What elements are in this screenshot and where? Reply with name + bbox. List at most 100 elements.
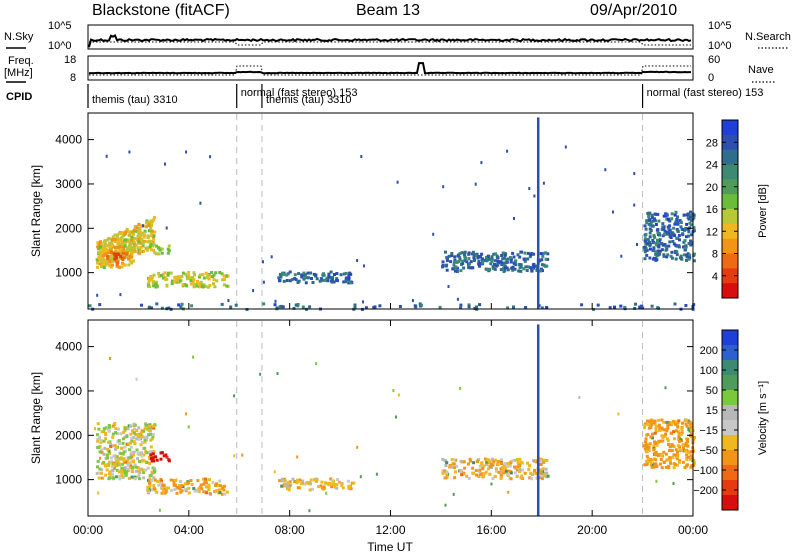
range-gate-cell: [676, 236, 680, 240]
range-gate-cell: [287, 488, 291, 492]
range-gate-cell: [218, 488, 221, 492]
range-gate-cell: [322, 273, 326, 277]
range-gate-cell: [512, 255, 516, 259]
range-gate-cell: [329, 477, 333, 481]
range-gate-cell: [122, 251, 126, 255]
range-gate-cell: [686, 437, 690, 441]
range-gate-cell: [197, 490, 201, 494]
range-gate-cell: [281, 305, 285, 309]
range-gate-cell: [109, 256, 113, 260]
range-gate-cell: [224, 274, 228, 278]
range-gate-cell: [115, 468, 119, 472]
range-gate-cell: [540, 267, 543, 271]
range-gate-cell: [148, 424, 151, 428]
range-gate-cell: [135, 437, 139, 441]
range-gate-cell: [121, 452, 125, 456]
range-gate-cell: [153, 469, 157, 473]
range-gate-cell: [519, 265, 523, 269]
range-gate-cell: [666, 253, 670, 257]
range-gate-cell: [155, 252, 158, 256]
range-gate-cell: [336, 279, 339, 283]
range-gate-cell: [137, 237, 141, 241]
range-gate-cell: [141, 458, 145, 462]
range-gate-cell: [143, 435, 147, 439]
range-gate-cell: [137, 434, 141, 438]
freq-tick-bottom: 8: [70, 72, 76, 84]
range-gate-cell: [496, 462, 500, 466]
range-gate-cell: [688, 215, 692, 219]
range-gate-cell: [197, 283, 201, 287]
range-gate-cell: [675, 217, 679, 221]
range-gate-cell: [664, 212, 668, 216]
range-gate-cell: [325, 491, 328, 495]
range-gate-cell: [129, 249, 133, 253]
range-gate-cell: [114, 250, 118, 254]
range-gate-cell: [120, 243, 124, 247]
range-gate-cell: [310, 487, 314, 491]
range-gate-cell: [444, 476, 448, 480]
range-gate-cell: [108, 251, 112, 254]
range-gate-cell: [110, 460, 113, 464]
range-gate-cell: [658, 249, 662, 253]
range-gate-cell: [283, 479, 287, 483]
range-gate-cell: [301, 305, 305, 309]
range-gate-cell: [117, 427, 120, 431]
range-gate-cell: [131, 429, 134, 433]
range-gate-cell: [324, 481, 327, 485]
range-gate-cell: [137, 473, 141, 477]
range-gate-cell: [166, 251, 170, 255]
range-gate-cell: [122, 263, 126, 266]
range-gate-cell: [157, 252, 161, 256]
range-gate-cell: [207, 488, 211, 492]
range-gate-cell: [108, 260, 112, 264]
range-gate-cell: [139, 249, 142, 253]
range-gate-cell: [233, 394, 236, 398]
range-gate-cell: [121, 475, 125, 479]
range-gate-cell: [667, 217, 670, 221]
range-gate-cell: [484, 457, 487, 461]
range-gate-cell: [544, 251, 548, 255]
y-tick-label: 1000: [55, 473, 82, 487]
range-gate-cell: [105, 468, 109, 472]
range-gate-cell: [692, 252, 696, 256]
range-gate-cell: [659, 439, 663, 443]
range-gate-cell: [110, 241, 114, 245]
range-gate-cell: [207, 277, 211, 281]
range-gate-cell: [518, 464, 521, 468]
range-gate-cell: [278, 272, 282, 276]
range-gate-cell: [541, 467, 545, 471]
range-gate-cell: [140, 451, 144, 455]
range-gate-cell: [187, 274, 191, 278]
range-gate-cell: [132, 440, 136, 444]
range-gate-cell: [111, 432, 115, 436]
range-gate-cell: [453, 255, 457, 259]
range-gate-cell: [474, 182, 477, 186]
range-gate-cell: [678, 256, 682, 260]
range-gate-cell: [665, 420, 669, 424]
range-gate-cell: [645, 248, 649, 252]
range-gate-cell: [538, 259, 542, 263]
range-gate-cell: [167, 459, 171, 463]
range-gate-cell: [294, 303, 298, 307]
range-gate-cell: [378, 304, 382, 308]
range-gate-cell: [126, 469, 130, 473]
range-gate-cell: [161, 487, 164, 491]
range-gate-cell: [686, 227, 690, 231]
cpid-label: CPID: [6, 91, 32, 103]
range-gate-cell: [99, 241, 103, 245]
range-gate-cell: [457, 259, 461, 263]
range-gate-cell: [667, 244, 671, 248]
range-gate-cell: [279, 304, 283, 308]
range-gate-cell: [119, 293, 122, 297]
range-gate-cell: [121, 437, 125, 441]
range-gate-cell: [322, 486, 326, 490]
range-gate-cell: [363, 264, 365, 268]
range-gate-cell: [309, 482, 312, 486]
range-gate-cell: [364, 306, 368, 310]
range-gate-cell: [349, 281, 353, 285]
range-gate-cell: [494, 252, 498, 256]
power-colorbar-label: Power [dB]: [757, 184, 769, 238]
range-gate-cell: [173, 483, 177, 487]
range-gate-cell: [645, 463, 649, 467]
range-gate-cell: [330, 485, 334, 489]
